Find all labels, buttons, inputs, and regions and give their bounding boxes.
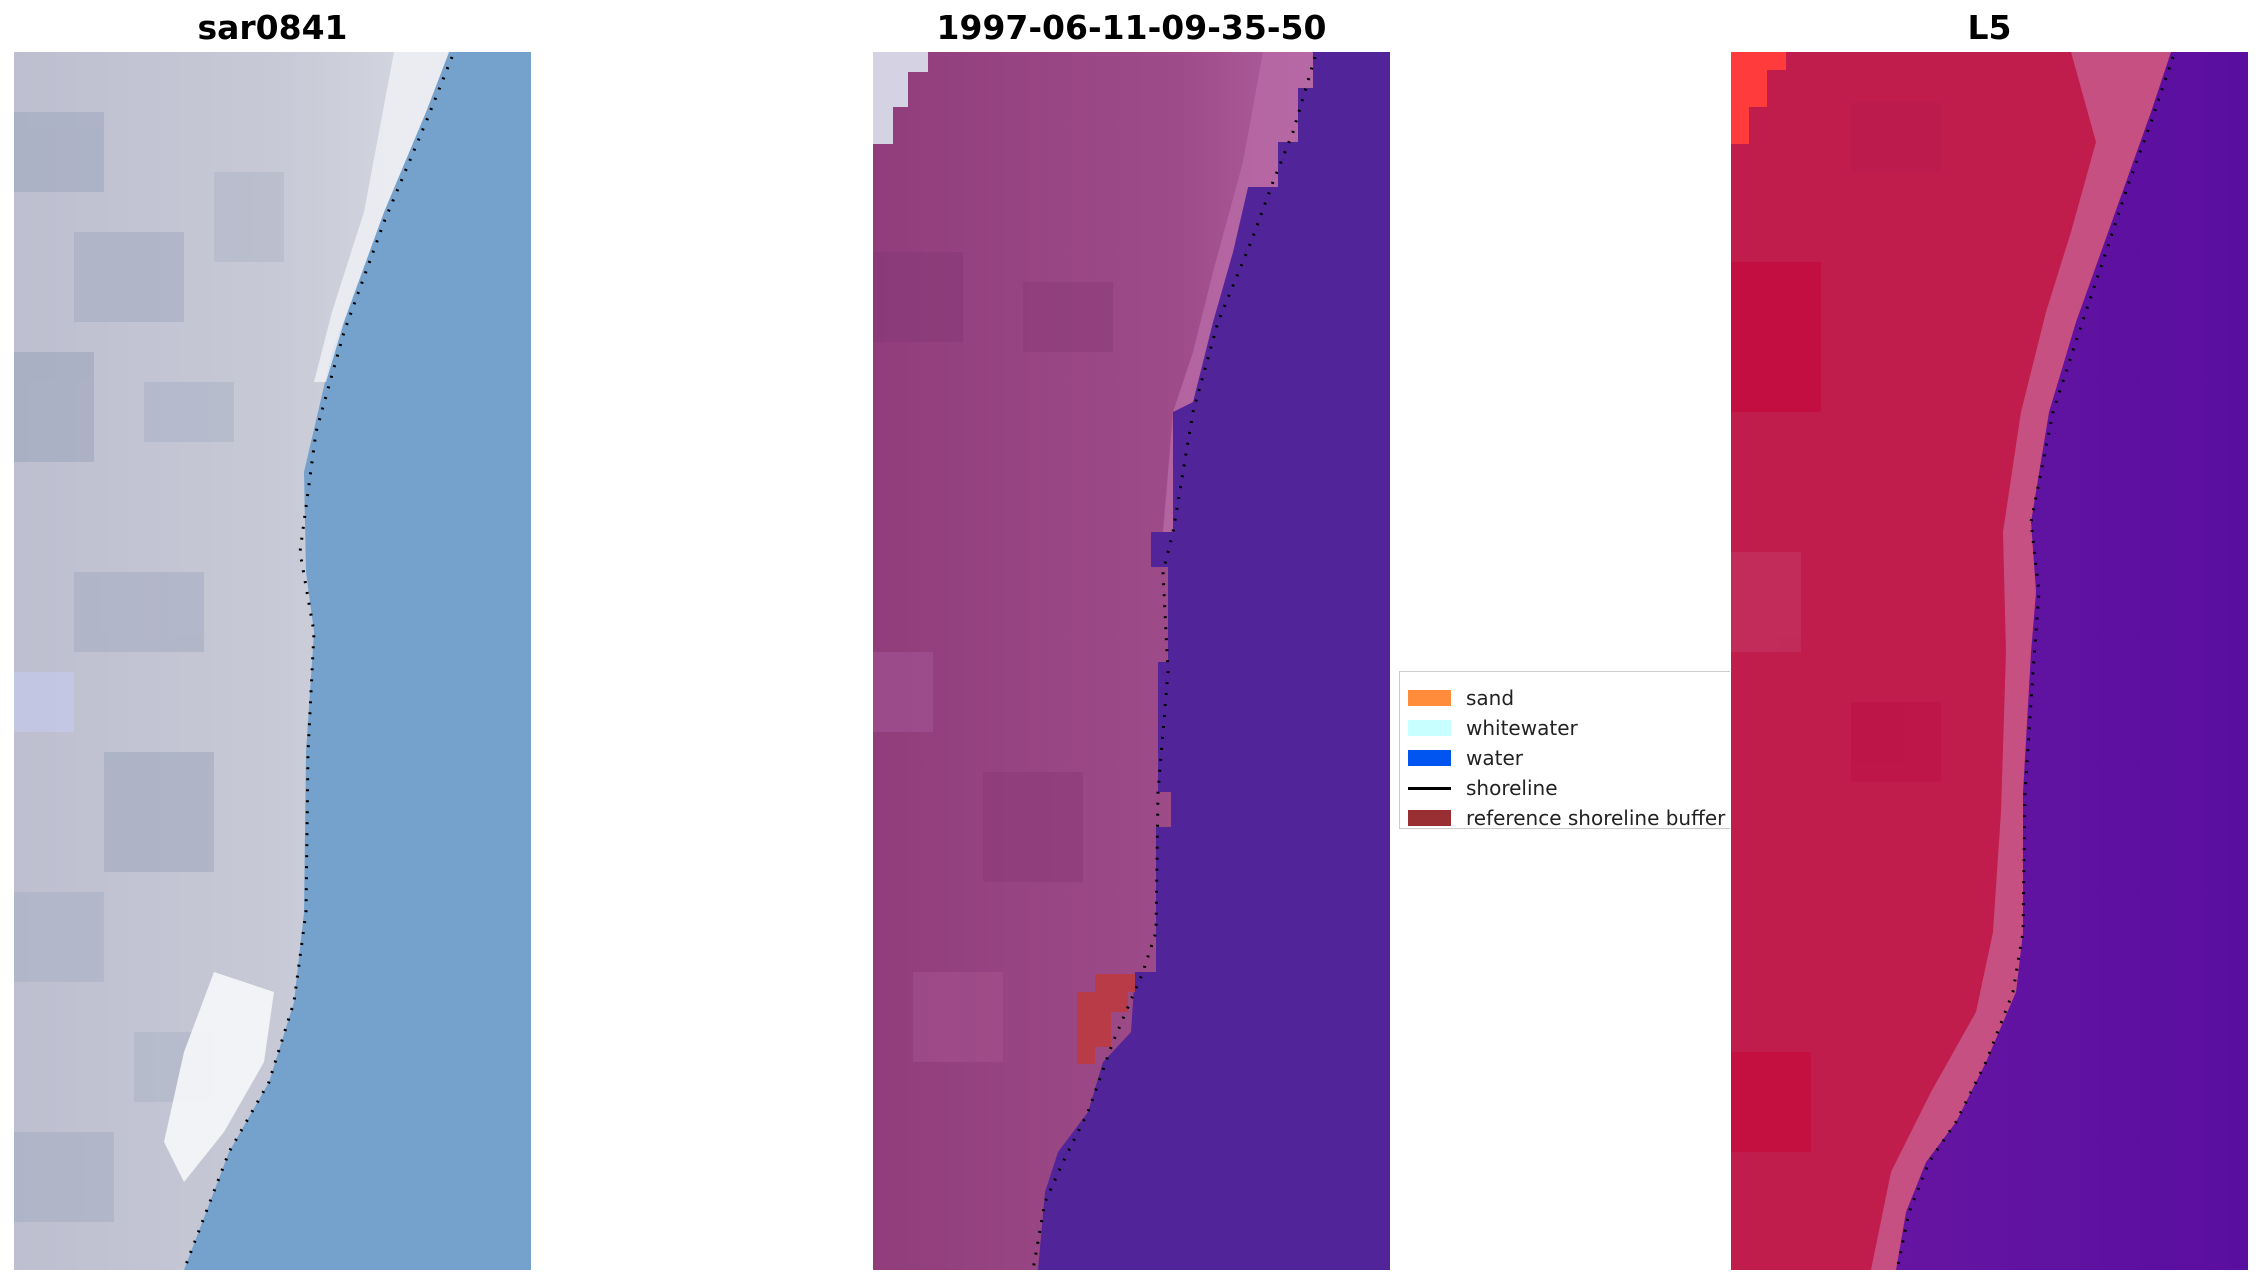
legend-item-reference-buffer: reference shoreline buffer (1408, 803, 1726, 829)
land-texture (1731, 102, 1941, 1152)
index-image (1731, 52, 2248, 1270)
rgb-image (14, 52, 531, 1270)
legend: sand whitewater water shoreline referenc… (1399, 671, 1730, 829)
legend-item-whitewater: whitewater (1408, 713, 1578, 743)
legend-item-shoreline: shoreline (1408, 773, 1558, 803)
detected-shoreline (182, 56, 454, 1270)
whitewater-strip (314, 52, 449, 382)
whitewater-patch (164, 972, 274, 1182)
legend-label: whitewater (1466, 716, 1578, 740)
rgb-image-panel (14, 52, 531, 1270)
legend-label: water (1466, 746, 1523, 770)
legend-label: reference shoreline buffer (1466, 806, 1726, 829)
cloud-corner (873, 52, 928, 144)
legend-line-shoreline (1408, 786, 1451, 790)
legend-item-water: water (1408, 743, 1523, 773)
legend-swatch-sand (1408, 690, 1451, 706)
legend-label: sand (1466, 686, 1515, 710)
panel-title-date: 1997-06-11-09-35-50 (936, 8, 1327, 47)
panel-title-sensor: L5 (1967, 8, 2012, 47)
panel-title-satellite: sar0841 (197, 8, 348, 47)
legend-label: shoreline (1466, 776, 1558, 800)
transition-zone (1871, 52, 2171, 1270)
land-region (14, 52, 449, 1270)
detected-shoreline (1031, 56, 1317, 1270)
land-texture (14, 112, 284, 1222)
legend-swatch-reference-buffer (1408, 810, 1451, 826)
land-texture (873, 252, 1113, 1062)
reference-buffer-patch (1077, 974, 1135, 1064)
classified-image (873, 52, 1390, 1270)
legend-swatch-whitewater (1408, 720, 1451, 736)
classified-image-panel (873, 52, 1390, 1270)
legend-item-sand: sand (1408, 683, 1514, 713)
legend-swatch-water (1408, 750, 1451, 766)
bright-corner (1731, 52, 1786, 144)
index-image-panel (1731, 52, 2248, 1270)
